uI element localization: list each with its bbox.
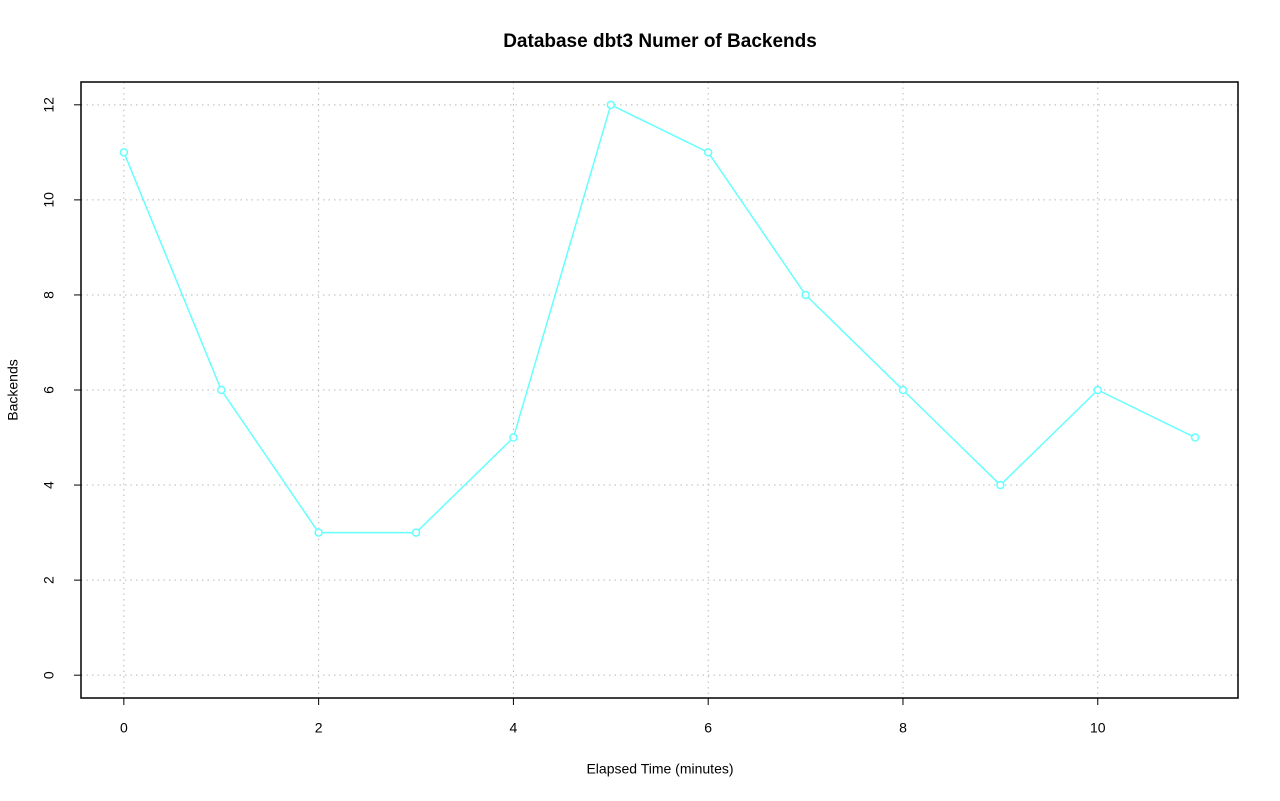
data-point [703, 148, 713, 157]
y-tick-label: 8 [41, 291, 57, 299]
data-point [1093, 385, 1103, 395]
data-point [314, 528, 323, 537]
data-point [606, 100, 616, 110]
x-tick-label: 10 [1090, 720, 1106, 736]
y-tick-label: 2 [41, 576, 57, 584]
data-point [1190, 433, 1200, 442]
y-axis-label: Backends [5, 359, 21, 420]
plot-frame [80, 81, 1239, 699]
x-tick-label: 0 [120, 720, 128, 736]
x-tick-label: 6 [704, 720, 712, 736]
y-tick-label: 6 [41, 386, 57, 394]
y-tick-label: 0 [41, 671, 57, 679]
data-point [801, 290, 810, 300]
data-point [119, 148, 129, 157]
x-tick-label: 4 [510, 720, 518, 736]
data-point [216, 385, 226, 395]
x-axis-label: Elapsed Time (minutes) [586, 761, 733, 777]
data-point [411, 528, 421, 537]
data-point [996, 480, 1005, 490]
y-tick-label: 12 [41, 97, 57, 113]
x-tick-label: 8 [899, 720, 907, 736]
chart-title: Database dbt3 Numer of Backends [503, 31, 817, 52]
data-point [898, 385, 908, 395]
y-tick-label: 10 [41, 192, 57, 208]
series-line [123, 103, 1196, 534]
x-tick-label: 2 [315, 720, 323, 736]
y-tick-label: 4 [41, 481, 57, 489]
data-point [509, 433, 518, 442]
